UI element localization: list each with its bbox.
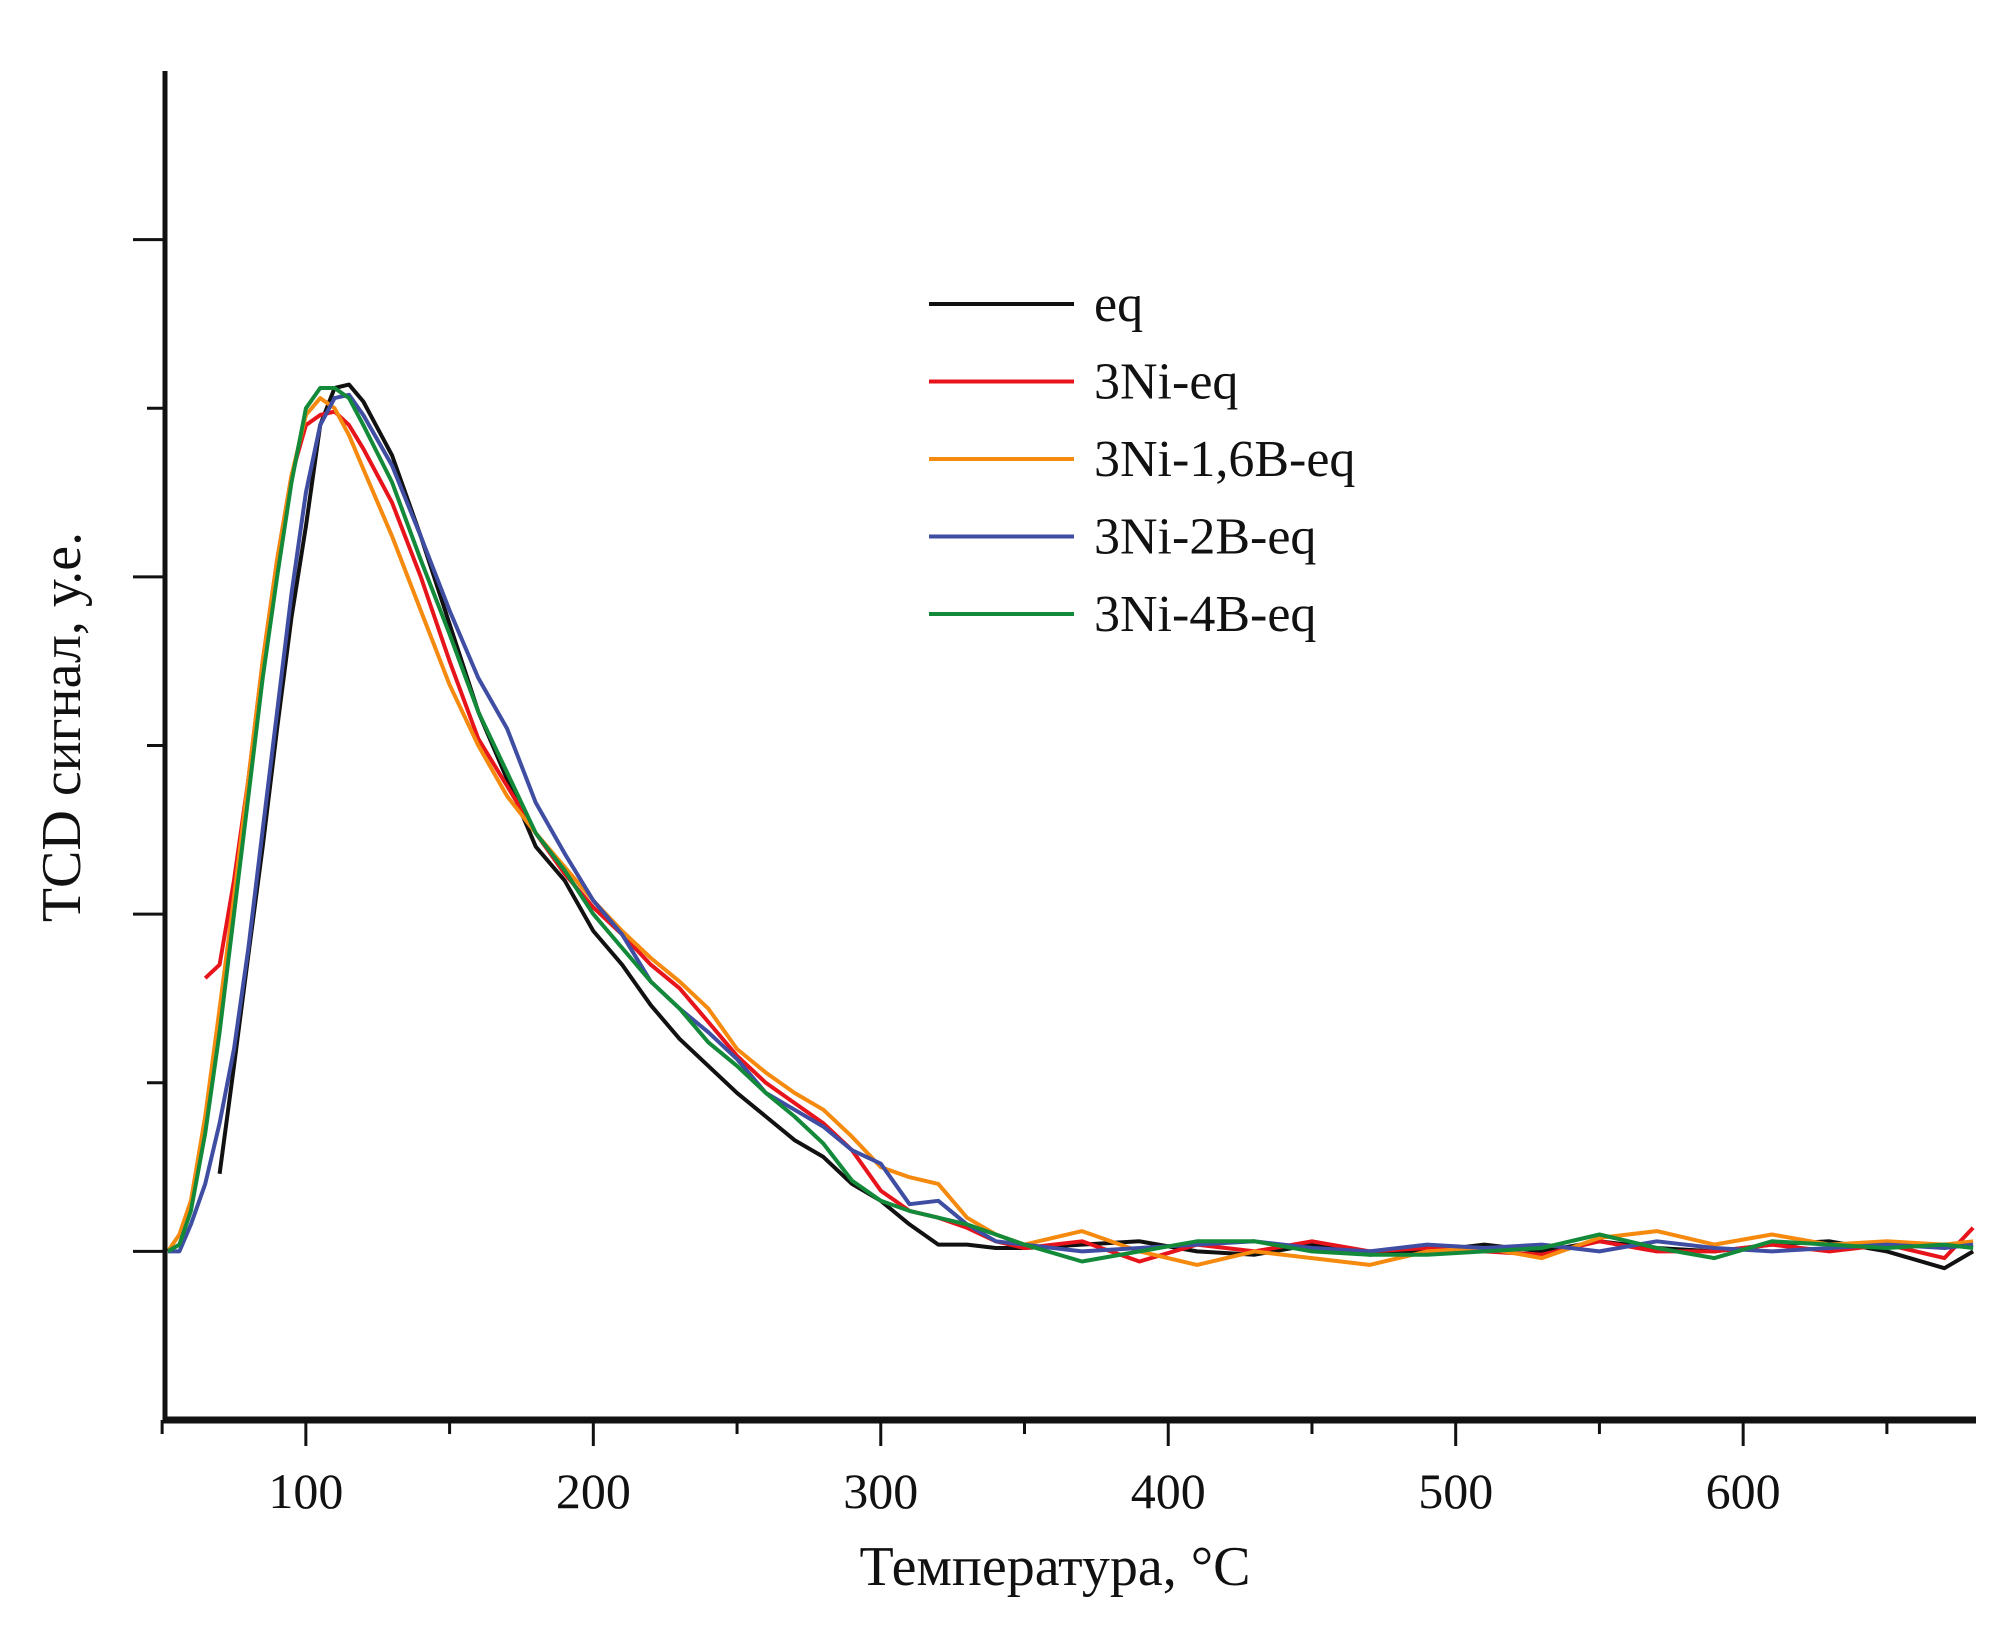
legend-label: 3Ni-4B-eq xyxy=(1094,586,1316,643)
series-line-3Ni-1,6B-eq xyxy=(166,396,1974,1267)
x-axis-title: Температура, °C xyxy=(860,1536,1251,1598)
legend-item: 3Ni-4B-eq xyxy=(929,586,1316,643)
x-tick-label: 200 xyxy=(556,1463,631,1519)
axes xyxy=(133,71,1976,1446)
y-axis-title: TCD сигнал, у.е. xyxy=(31,532,93,922)
x-tick-label: 600 xyxy=(1706,1463,1781,1519)
legend-label: 3Ni-eq xyxy=(1094,354,1238,411)
x-tick-label: 300 xyxy=(843,1463,918,1519)
legend-item: eq xyxy=(929,276,1143,333)
legend-label: eq xyxy=(1094,276,1143,333)
x-tick-label: 500 xyxy=(1418,1463,1493,1519)
x-tick-labels: 100 200 300 400 500 600 xyxy=(268,1463,1780,1519)
legend-item: 3Ni-eq xyxy=(929,354,1238,411)
x-tick-label: 100 xyxy=(268,1463,343,1519)
legend: eq 3Ni-eq 3Ni-1,6B-eq 3Ni-2B-eq 3Ni-4B-eq xyxy=(929,276,1355,643)
series-layer xyxy=(166,382,1975,1271)
series-line-3Ni-4B-eq xyxy=(166,386,1974,1264)
series-line-3Ni-eq xyxy=(203,409,1975,1264)
legend-item: 3Ni-2B-eq xyxy=(929,509,1316,566)
legend-label: 3Ni-2B-eq xyxy=(1094,509,1316,566)
legend-item: 3Ni-1,6B-eq xyxy=(929,431,1355,488)
legend-label: 3Ni-1,6B-eq xyxy=(1094,431,1355,488)
x-tick-label: 400 xyxy=(1131,1463,1206,1519)
series-line-3Ni-2B-eq xyxy=(167,392,1974,1254)
